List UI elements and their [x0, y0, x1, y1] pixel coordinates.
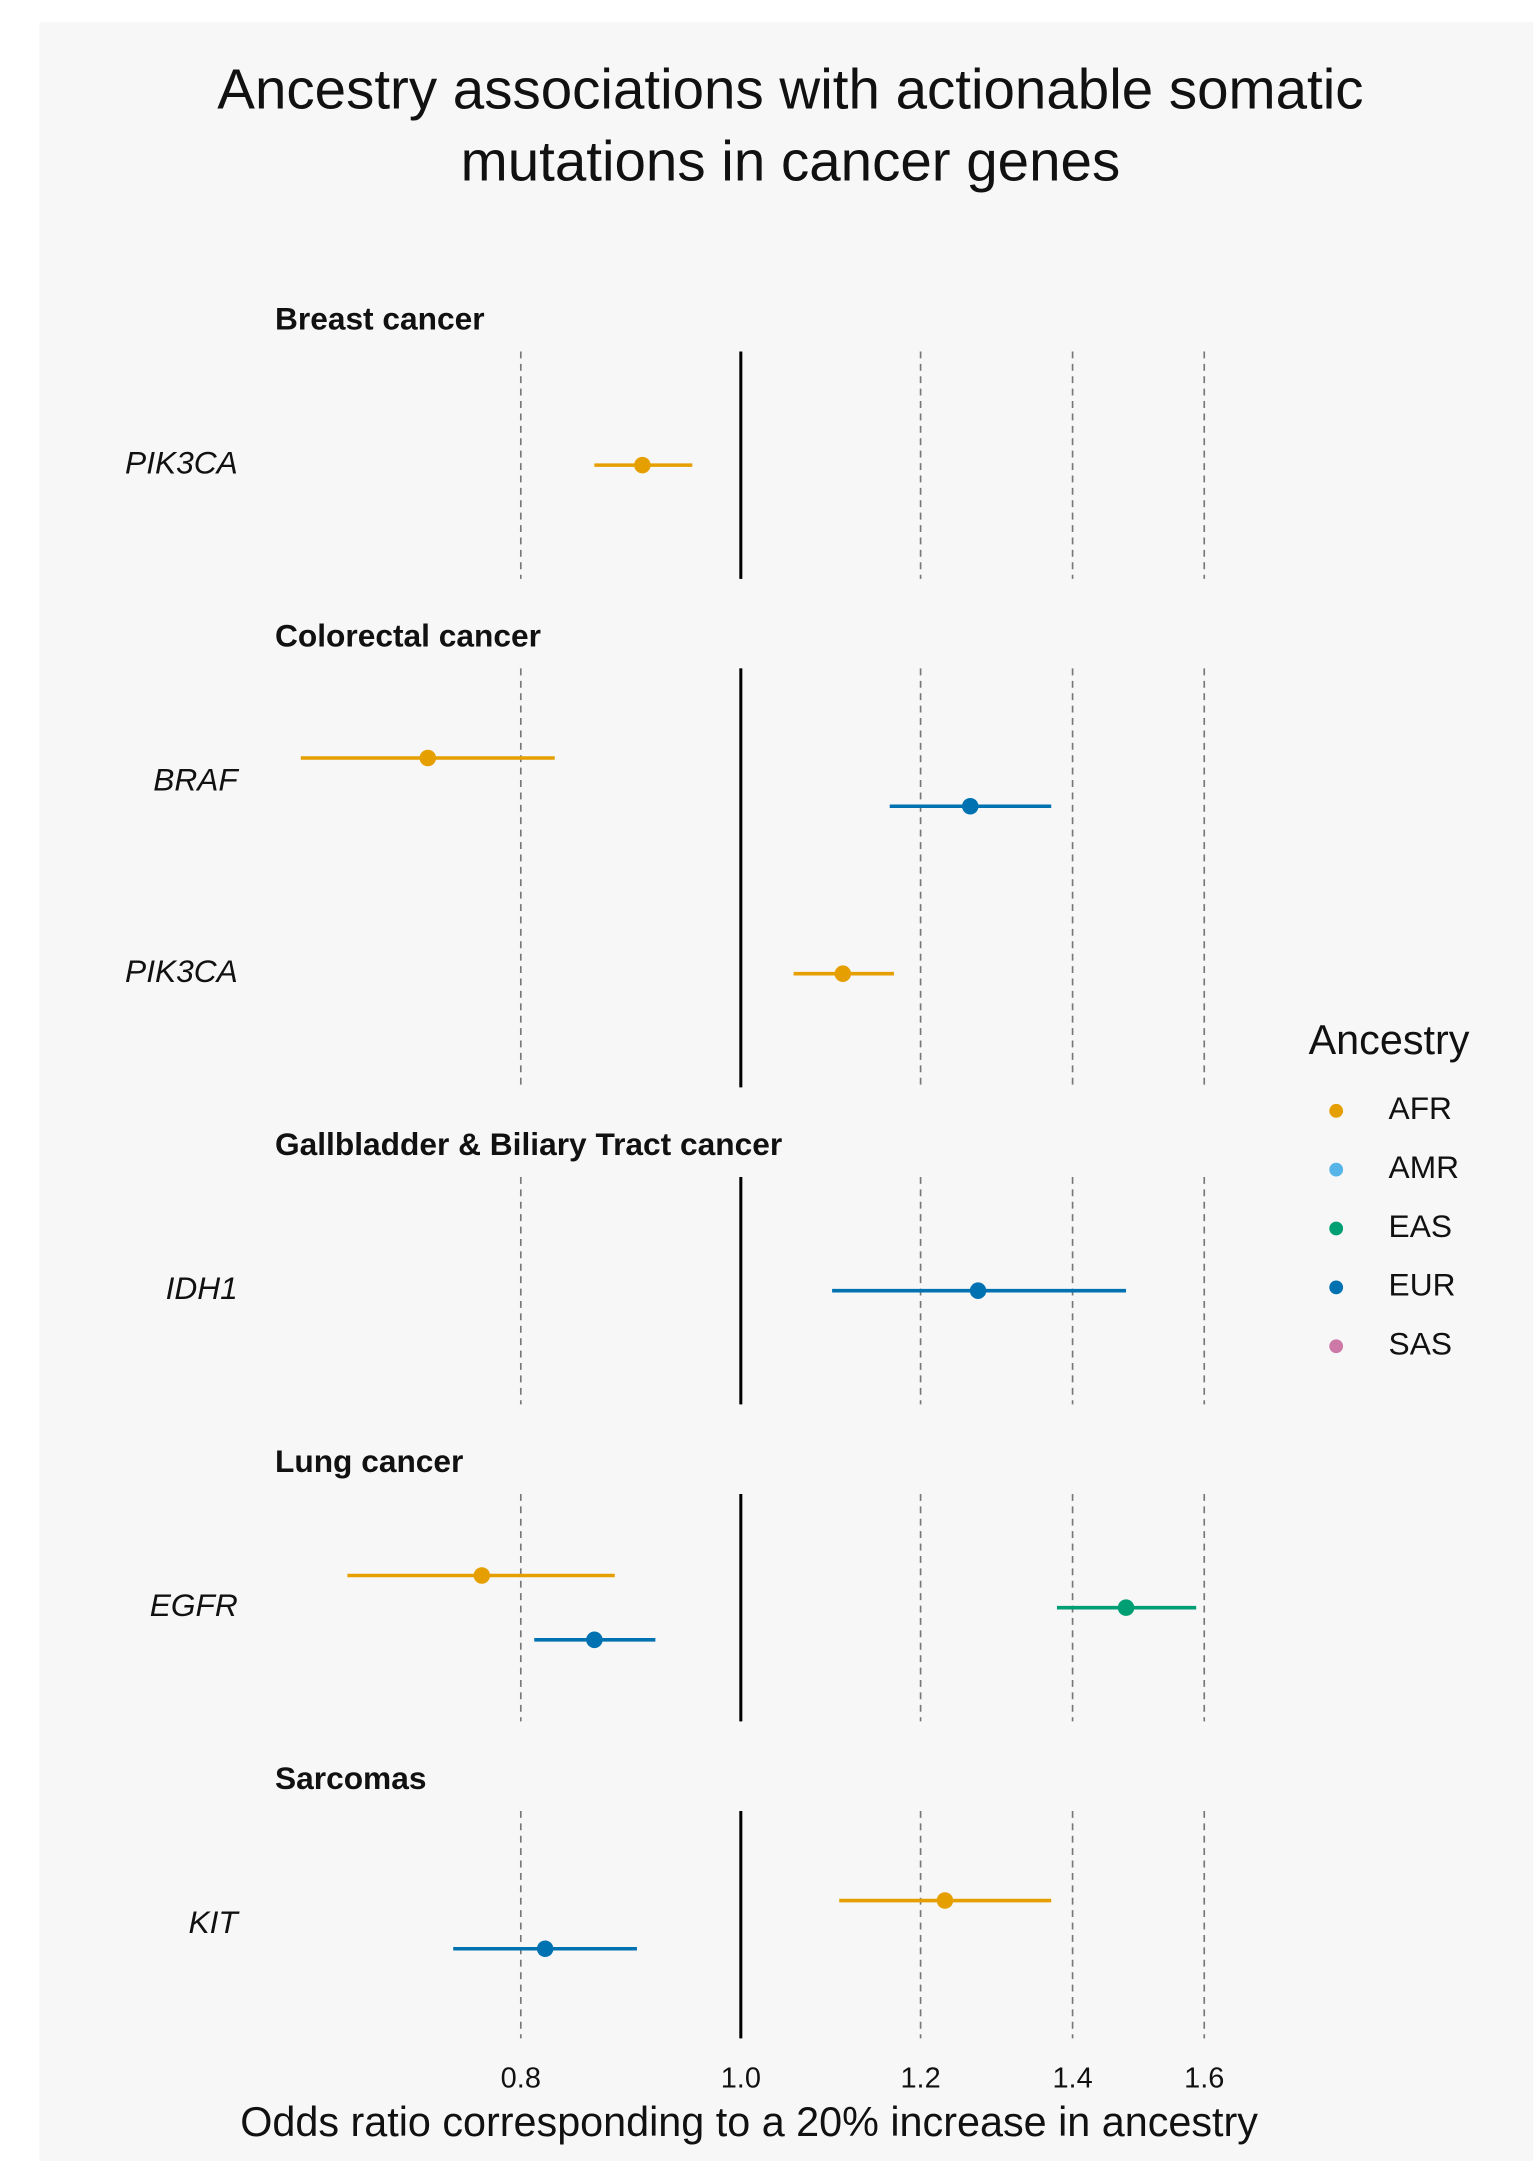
gene-label: EGFR: [150, 1587, 238, 1623]
point-estimate: [834, 965, 852, 982]
legend-label: AMR: [1389, 1149, 1459, 1185]
x-tick-label: 1.0: [721, 2062, 761, 2094]
panel-title: Colorectal cancer: [275, 617, 541, 653]
x-tick-label: 1.2: [900, 2062, 940, 2094]
point-estimate: [936, 1892, 954, 1909]
x-axis-title: Odds ratio corresponding to a 20% increa…: [240, 2099, 1258, 2145]
legend-swatch: [1329, 1221, 1344, 1236]
point-estimate: [586, 1631, 603, 1649]
point-estimate: [961, 797, 979, 815]
panel-title: Lung cancer: [275, 1443, 463, 1479]
legend-swatch: [1329, 1103, 1344, 1118]
legend-label: EAS: [1389, 1208, 1452, 1244]
gene-label: BRAF: [153, 761, 239, 797]
point-estimate: [969, 1282, 987, 1299]
x-tick-label: 1.6: [1184, 2062, 1224, 2094]
legend-label: AFR: [1389, 1090, 1452, 1126]
legend-swatch: [1329, 1280, 1344, 1295]
x-tick-label: 1.4: [1052, 2062, 1092, 2094]
legend-label: EUR: [1389, 1267, 1456, 1303]
x-tick-label: 0.8: [501, 2062, 541, 2094]
point-estimate: [536, 1940, 554, 1958]
plot-background: [39, 22, 1534, 2161]
panel-title: Gallbladder & Biliary Tract cancer: [275, 1126, 782, 1162]
panel-title: Breast cancer: [275, 300, 485, 336]
point-estimate: [419, 749, 437, 767]
gene-label: PIK3CA: [125, 953, 238, 989]
gene-label: KIT: [188, 1904, 240, 1940]
point-estimate: [473, 1567, 491, 1584]
legend-swatch: [1329, 1339, 1344, 1354]
chart-title: mutations in cancer genes: [461, 129, 1121, 192]
gene-label: PIK3CA: [125, 445, 238, 481]
point-estimate: [634, 456, 651, 474]
panel-title: Sarcomas: [275, 1760, 427, 1796]
chart-title: Ancestry associations with actionable so…: [217, 58, 1363, 121]
gene-label: IDH1: [166, 1270, 238, 1306]
legend-swatch: [1329, 1162, 1344, 1177]
legend-label: SAS: [1389, 1326, 1452, 1362]
legend-title: Ancestry: [1309, 1017, 1470, 1063]
point-estimate: [1117, 1599, 1135, 1616]
